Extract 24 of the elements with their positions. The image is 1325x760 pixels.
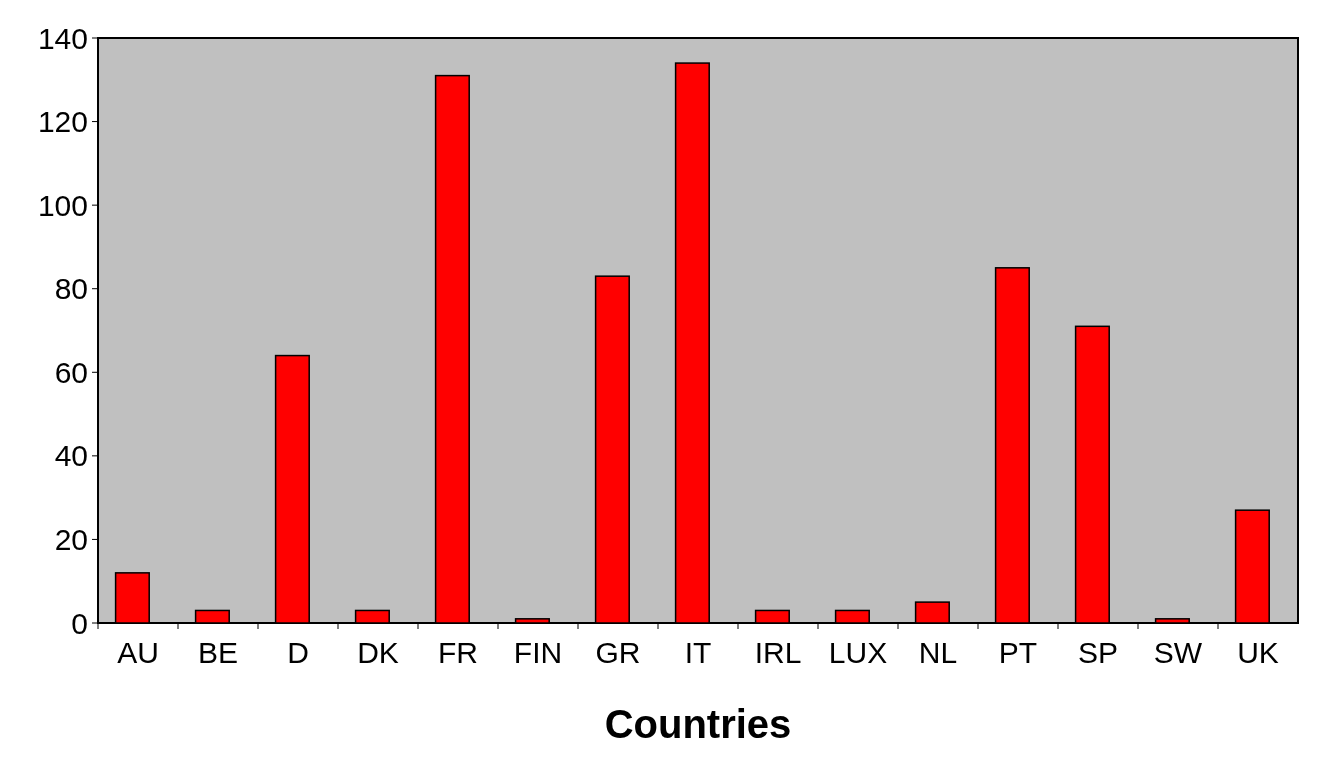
y-tick-label: 40 [54, 439, 88, 473]
y-tick-label: 140 [37, 21, 88, 55]
x-tick-label: UK [1237, 636, 1279, 669]
x-tick-label: D [287, 636, 309, 669]
x-tick-label: SP [1077, 636, 1119, 669]
x-tick-label: DK [357, 636, 399, 669]
x-tick-label: IRL [754, 636, 802, 669]
x-tick-label: IT [684, 636, 712, 669]
y-tick-label: 80 [54, 272, 88, 306]
y-tick-label: 100 [37, 188, 88, 222]
x-tick-label: NL [918, 636, 958, 669]
x-tick-label: AU [117, 636, 159, 669]
x-tick-label: LUX [828, 636, 888, 669]
y-tick-label: 60 [54, 355, 88, 389]
x-tick-label: BE [197, 636, 239, 669]
y-tick-label: 20 [54, 522, 88, 556]
x-tick-label: SW [1153, 636, 1203, 669]
y-tick-label: 0 [71, 606, 88, 640]
x-tick-label: GR [595, 636, 641, 669]
x-tick-label: FR [438, 636, 478, 669]
x-tick-label: FIN [513, 636, 563, 669]
x-axis-title: Countries [604, 702, 792, 746]
y-tick-label: 120 [37, 105, 88, 139]
x-tick-label: PT [998, 636, 1038, 669]
